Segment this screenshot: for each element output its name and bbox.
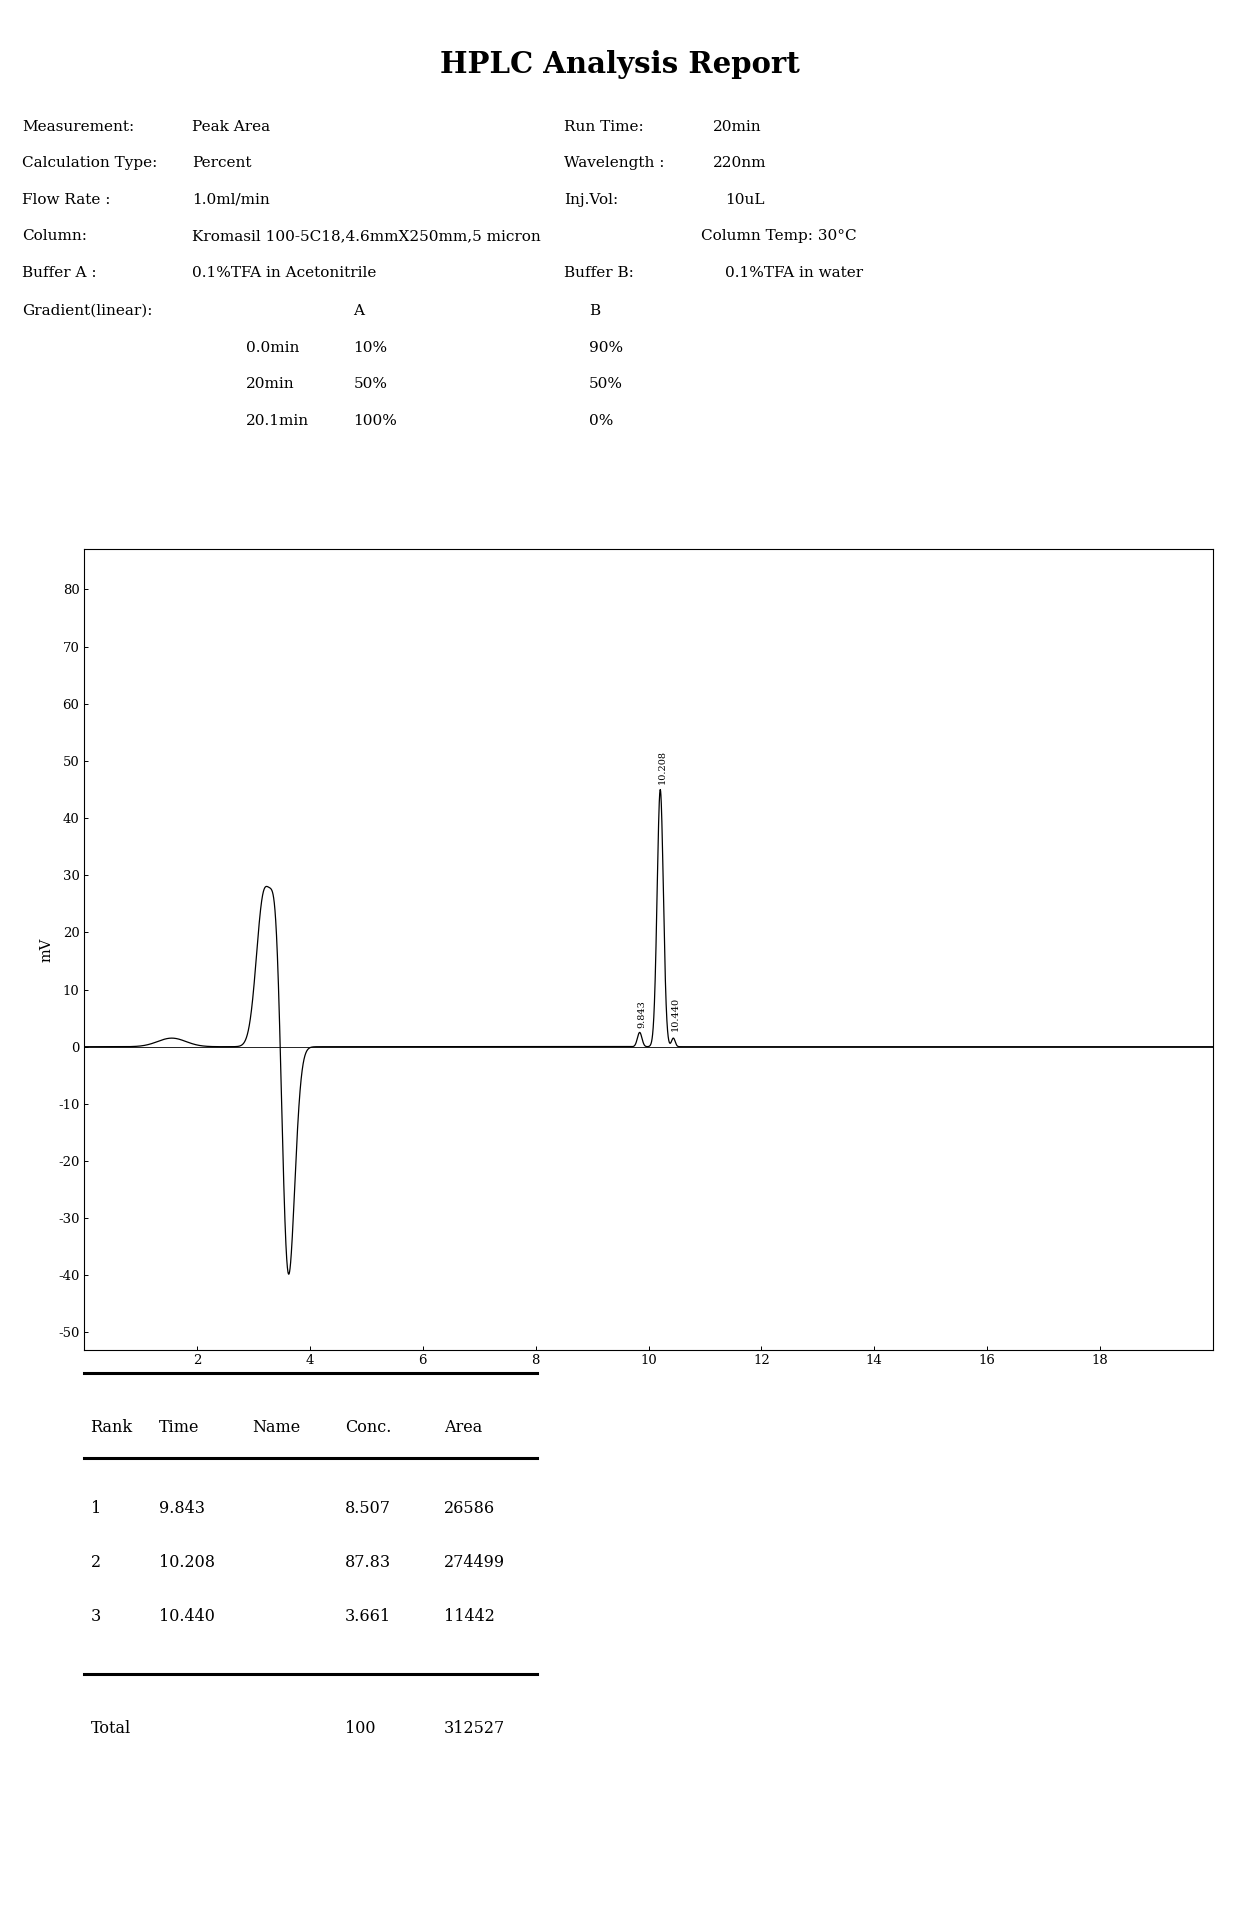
Text: Buffer A :: Buffer A : [22,266,97,280]
Text: Total: Total [91,1720,130,1737]
Text: Area: Area [444,1419,482,1436]
Text: Column Temp: 30°C: Column Temp: 30°C [701,229,857,243]
Text: Percent: Percent [192,156,252,170]
Text: 0%: 0% [589,415,614,428]
Text: Time: Time [159,1419,200,1436]
Text: Flow Rate :: Flow Rate : [22,193,110,206]
Text: 274499: 274499 [444,1554,505,1571]
Text: 3.661: 3.661 [345,1608,391,1625]
Text: 8.507: 8.507 [345,1500,391,1517]
Y-axis label: mV: mV [40,937,53,962]
Text: 0.0min: 0.0min [246,341,299,355]
Text: 2: 2 [91,1554,100,1571]
Text: 20.1min: 20.1min [246,415,309,428]
Text: 26586: 26586 [444,1500,495,1517]
Text: Buffer B:: Buffer B: [564,266,634,280]
Text: 10.440: 10.440 [671,997,680,1031]
Text: 0.1%TFA in water: 0.1%TFA in water [725,266,863,280]
Text: 50%: 50% [589,378,622,391]
Text: 90%: 90% [589,341,624,355]
Text: 1.0ml/min: 1.0ml/min [192,193,270,206]
Text: 20min: 20min [713,120,761,133]
Text: Inj.Vol:: Inj.Vol: [564,193,619,206]
Text: B: B [589,305,600,318]
Text: 100%: 100% [353,415,397,428]
Text: 10.440: 10.440 [159,1608,215,1625]
Text: Column:: Column: [22,229,87,243]
Text: 3: 3 [91,1608,100,1625]
Text: A: A [353,305,365,318]
Text: 10.208: 10.208 [658,750,667,785]
Text: 11442: 11442 [444,1608,495,1625]
Text: 312527: 312527 [444,1720,505,1737]
Text: 20min: 20min [246,378,294,391]
Text: 1: 1 [91,1500,100,1517]
Text: 220nm: 220nm [713,156,766,170]
Text: 10%: 10% [353,341,388,355]
Text: Rank: Rank [91,1419,133,1436]
Text: Peak Area: Peak Area [192,120,270,133]
Text: 9.843: 9.843 [159,1500,205,1517]
Text: Conc.: Conc. [345,1419,391,1436]
Text: 100: 100 [345,1720,376,1737]
Text: Kromasil 100-5C18,4.6mmX250mm,5 micron: Kromasil 100-5C18,4.6mmX250mm,5 micron [192,229,541,243]
Text: Gradient(linear):: Gradient(linear): [22,305,153,318]
Text: Wavelength :: Wavelength : [564,156,665,170]
Text: Name: Name [252,1419,300,1436]
Text: HPLC Analysis Report: HPLC Analysis Report [440,50,800,79]
Text: 10uL: 10uL [725,193,765,206]
Text: Measurement:: Measurement: [22,120,135,133]
Text: 10.208: 10.208 [159,1554,215,1571]
Text: 50%: 50% [353,378,387,391]
Text: 0.1%TFA in Acetonitrile: 0.1%TFA in Acetonitrile [192,266,377,280]
Text: Run Time:: Run Time: [564,120,644,133]
Text: Calculation Type:: Calculation Type: [22,156,157,170]
Text: 87.83: 87.83 [345,1554,391,1571]
Text: 9.843: 9.843 [637,1001,646,1028]
